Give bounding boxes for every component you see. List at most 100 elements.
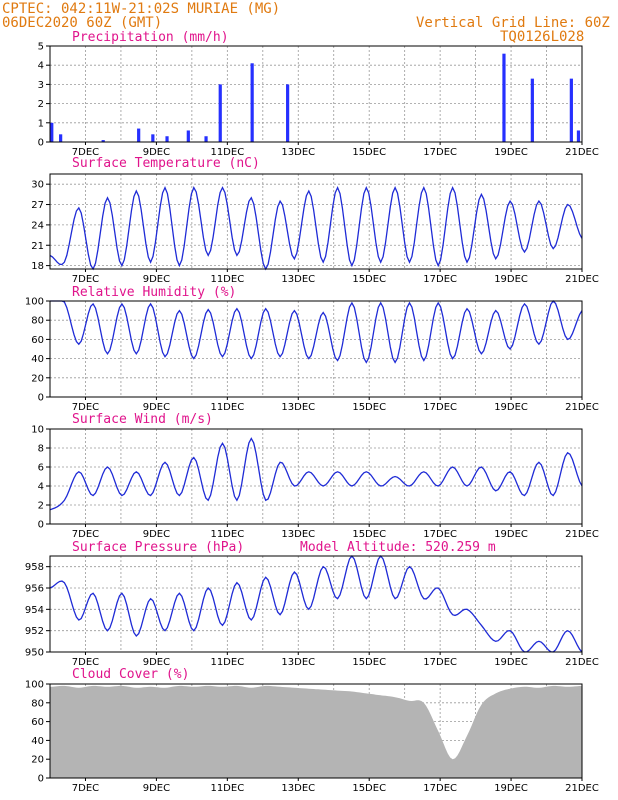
wind-xtick-label: 15DEC — [352, 529, 386, 540]
cloud-xtick-label: 19DEC — [494, 783, 528, 794]
pressure-xtick-label: 19DEC — [494, 657, 528, 668]
grid-line-note: Vertical Grid Line: 60Z — [416, 15, 610, 31]
pressure-xtick-label: 9DEC — [143, 657, 170, 668]
wind-ytick-label: 0 — [38, 520, 44, 531]
wind-xtick-label: 13DEC — [281, 529, 315, 540]
humidity-xtick-label: 21DEC — [565, 402, 599, 413]
precip-xtick-label: 21DEC — [565, 147, 599, 158]
pressure-xtick-label: 11DEC — [210, 657, 244, 668]
precip-bar — [502, 53, 506, 142]
cloud-ytick-label: 40 — [31, 736, 44, 747]
humidity-ytick-label: 0 — [38, 393, 44, 404]
cloud-frame — [49, 683, 583, 779]
pressure-ytick-label: 958 — [25, 562, 44, 573]
cloud-xtick-label: 17DEC — [423, 783, 457, 794]
cloud-title: Cloud Cover (%) — [72, 667, 189, 682]
pressure-xtick-label: 13DEC — [281, 657, 315, 668]
pressure-ytick-label: 952 — [25, 626, 44, 637]
precip-frame — [49, 45, 583, 143]
temp-xtick-label: 7DEC — [72, 274, 99, 285]
pressure-xtick-label: 21DEC — [565, 657, 599, 668]
humidity-xtick-label: 19DEC — [494, 402, 528, 413]
temp-frame — [49, 173, 583, 270]
temp-xtick-label: 9DEC — [143, 274, 170, 285]
humidity-xtick-label: 7DEC — [72, 402, 99, 413]
pressure-xtick-label: 7DEC — [72, 657, 99, 668]
model-altitude: Model Altitude: 520.259 m — [300, 540, 496, 555]
wind-xtick-label: 17DEC — [423, 529, 457, 540]
pressure-ytick-label: 956 — [25, 584, 44, 595]
humidity-ytick-label: 100 — [25, 297, 44, 308]
precip-xtick-label: 19DEC — [494, 147, 528, 158]
precip-bar — [569, 78, 573, 142]
humidity-frame — [49, 300, 583, 398]
panels: 0 1 2 3 4 5 7DEC 9DEC 11DEC 13DEC 15DEC 17DEC 19DEC 2… — [25, 42, 599, 795]
precip-ytick-label: 0 — [38, 138, 44, 149]
temp-xtick-label: 11DEC — [210, 274, 244, 285]
pressure-xtick-label: 15DEC — [352, 657, 386, 668]
wind-xtick-label: 7DEC — [72, 529, 99, 540]
pressure-ytick-label: 954 — [25, 605, 44, 616]
temp-xtick-label: 13DEC — [281, 274, 315, 285]
humidity-xtick-label: 11DEC — [210, 402, 244, 413]
cloud-ytick-label: 20 — [31, 755, 44, 766]
temp-xtick-label: 19DEC — [494, 274, 528, 285]
precip-bar — [250, 63, 254, 142]
cloud-ytick-label: 80 — [31, 698, 44, 709]
temp-ytick-label: 24 — [31, 220, 44, 231]
run-date: 06DEC2020 60Z (GMT) — [2, 15, 162, 31]
humidity-ytick-label: 20 — [31, 373, 44, 384]
precip-bar — [218, 84, 222, 142]
precip-ytick-label: 2 — [38, 99, 44, 110]
precip-ytick-label: 1 — [38, 118, 44, 129]
wind-ytick-label: 2 — [38, 501, 44, 512]
humidity-xtick-label: 17DEC — [423, 402, 457, 413]
temp-title: Surface Temperature (nC) — [72, 156, 260, 171]
temp-ytick-label: 21 — [31, 241, 44, 252]
wind-ytick-label: 4 — [38, 482, 44, 493]
humidity-series-line — [50, 299, 583, 364]
precip-xtick-label: 9DEC — [143, 147, 170, 158]
precip-xtick-label: 15DEC — [352, 147, 386, 158]
humidity-ytick-label: 40 — [31, 354, 44, 365]
cloud-xtick-label: 9DEC — [143, 783, 170, 794]
wind-xtick-label: 21DEC — [565, 529, 599, 540]
pressure-xtick-label: 17DEC — [423, 657, 457, 668]
humidity-ytick-label: 80 — [31, 316, 44, 327]
cloud-area — [50, 685, 582, 778]
humidity-xtick-label: 13DEC — [281, 402, 315, 413]
wind-xtick-label: 9DEC — [143, 529, 170, 540]
temp-ytick-label: 18 — [31, 261, 44, 272]
cloud-xtick-label: 13DEC — [281, 783, 315, 794]
pressure-frame — [49, 555, 583, 653]
precip-ytick-label: 4 — [38, 61, 44, 72]
wind-frame — [49, 428, 583, 525]
temp-xtick-label: 15DEC — [352, 274, 386, 285]
temp-xtick-label: 21DEC — [565, 274, 599, 285]
precip-xtick-label: 17DEC — [423, 147, 457, 158]
wind-title: Surface Wind (m/s) — [72, 412, 213, 427]
wind-ytick-label: 10 — [31, 425, 44, 436]
pressure-series-line — [49, 554, 583, 653]
wind-xtick-label: 19DEC — [494, 529, 528, 540]
product-code: TQ0126L028 — [500, 29, 584, 45]
precip-title: Precipitation (mm/h) — [72, 30, 229, 45]
cloud-xtick-label: 21DEC — [565, 783, 599, 794]
temp-ytick-label: 30 — [31, 180, 44, 191]
precip-bar — [101, 140, 105, 142]
wind-series-line — [49, 437, 583, 511]
precip-bar — [59, 134, 63, 142]
humidity-ytick-label: 60 — [31, 335, 44, 346]
precip-ytick-label: 5 — [38, 42, 44, 53]
precip-bar — [50, 122, 54, 142]
precip-bar — [151, 134, 155, 142]
precip-bar — [137, 128, 141, 142]
temp-series-line — [49, 185, 583, 271]
cloud-ytick-label: 60 — [31, 717, 44, 728]
pressure-title: Surface Pressure (hPa) — [72, 540, 244, 555]
cloud-xtick-label: 11DEC — [210, 783, 244, 794]
pressure-ytick-label: 950 — [25, 648, 44, 659]
wind-xtick-label: 11DEC — [210, 529, 244, 540]
precip-bar — [186, 130, 190, 142]
